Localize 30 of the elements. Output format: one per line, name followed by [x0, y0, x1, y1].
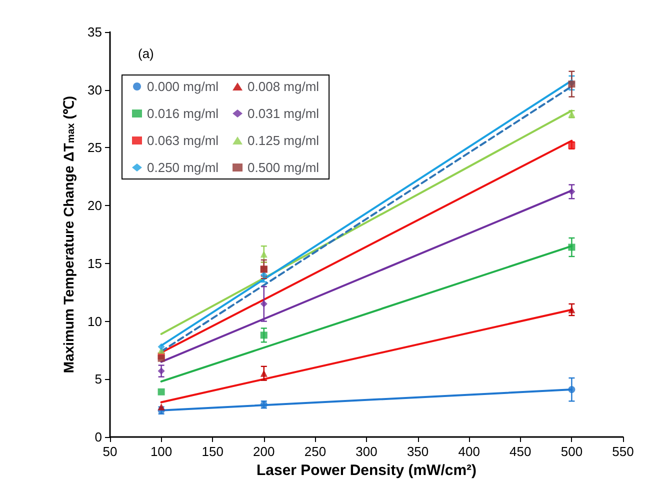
legend-label: 0.063 mg/ml: [147, 133, 219, 148]
legend-label: 0.250 mg/ml: [147, 160, 219, 175]
annotation: (a): [138, 46, 154, 61]
x-tick-label: 50: [102, 444, 118, 459]
legend-label: 0.125 mg/ml: [248, 133, 320, 148]
legend-label: 0.008 mg/ml: [248, 79, 320, 94]
x-axis-title: Laser Power Density (mW/cm²): [256, 462, 477, 479]
legend-label: 0.500 mg/ml: [248, 160, 320, 175]
x-tick-label: 400: [458, 444, 480, 459]
y-tick-label: 10: [88, 314, 102, 329]
y-tick-label: 15: [88, 256, 102, 271]
legend-label: 0.031 mg/ml: [248, 106, 320, 121]
y-tick-label: 5: [94, 372, 102, 387]
y-tick-label: 35: [88, 24, 102, 40]
y-tick-label: 30: [88, 82, 102, 98]
y-tick-label: 0: [94, 430, 102, 444]
x-tick-label: 250: [304, 444, 326, 459]
y-tick-label: 25: [88, 140, 102, 156]
legend-label: 0.016 mg/ml: [147, 106, 219, 121]
y-axis-title: Maximum Temperature Change ΔTmax (℃): [60, 96, 78, 374]
x-tick-label: 550: [612, 444, 634, 459]
x-tick-label: 450: [510, 444, 532, 459]
x-tick-label: 300: [356, 444, 378, 459]
x-tick-label: 150: [202, 444, 224, 459]
x-tick-label: 350: [406, 444, 429, 459]
y-tick-label: 20: [88, 198, 102, 214]
x-tick-label: 100: [150, 444, 172, 459]
x-tick-label: 200: [253, 444, 275, 459]
legend-label: 0.000 mg/ml: [147, 79, 219, 94]
x-tick-label: 500: [560, 444, 583, 459]
